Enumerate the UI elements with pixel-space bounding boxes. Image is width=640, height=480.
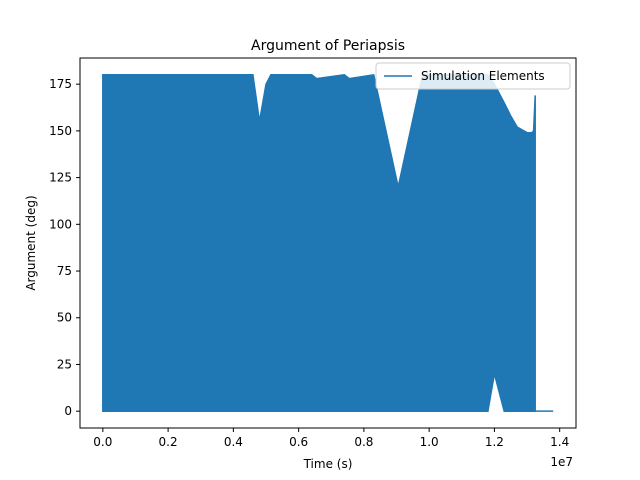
y-tick-label: 75	[57, 264, 72, 278]
y-tick-label: 150	[49, 124, 72, 138]
x-tick-label: 1.4	[550, 435, 569, 449]
axes-frame	[79, 57, 577, 429]
x-tick-label: 0.6	[289, 435, 308, 449]
legend-box	[375, 62, 571, 90]
y-tick-label: 0	[64, 404, 72, 418]
x-tick-label: 0.0	[93, 435, 112, 449]
x-tick-label: 0.4	[224, 435, 243, 449]
x-axis-offset-label: 1e7	[550, 455, 573, 469]
y-tick-label: 25	[57, 357, 72, 371]
chart-title: Argument of Periapsis	[251, 38, 405, 54]
legend-label: Simulation Elements	[421, 69, 545, 83]
x-tick-label: 1.2	[485, 435, 504, 449]
y-tick-label: 100	[49, 217, 72, 231]
plot-area	[102, 73, 554, 412]
y-tick-label: 50	[57, 311, 72, 325]
y-axis-label: Argument (deg)	[24, 195, 38, 290]
x-tick-label: 0.8	[354, 435, 373, 449]
x-tick-label: 0.2	[159, 435, 178, 449]
x-tick-label: 1.0	[420, 435, 439, 449]
y-tick-label: 125	[49, 171, 72, 185]
legend: Simulation Elements	[375, 62, 571, 90]
axes: 0.0 0.2 0.4 0.6 0.8 1.0 1.2 1.4 0 25 50 75 100 125 150…	[49, 57, 577, 449]
series-area-0	[102, 73, 536, 412]
x-axis-label: Time (s)	[303, 457, 353, 471]
y-tick-label: 175	[49, 77, 72, 91]
